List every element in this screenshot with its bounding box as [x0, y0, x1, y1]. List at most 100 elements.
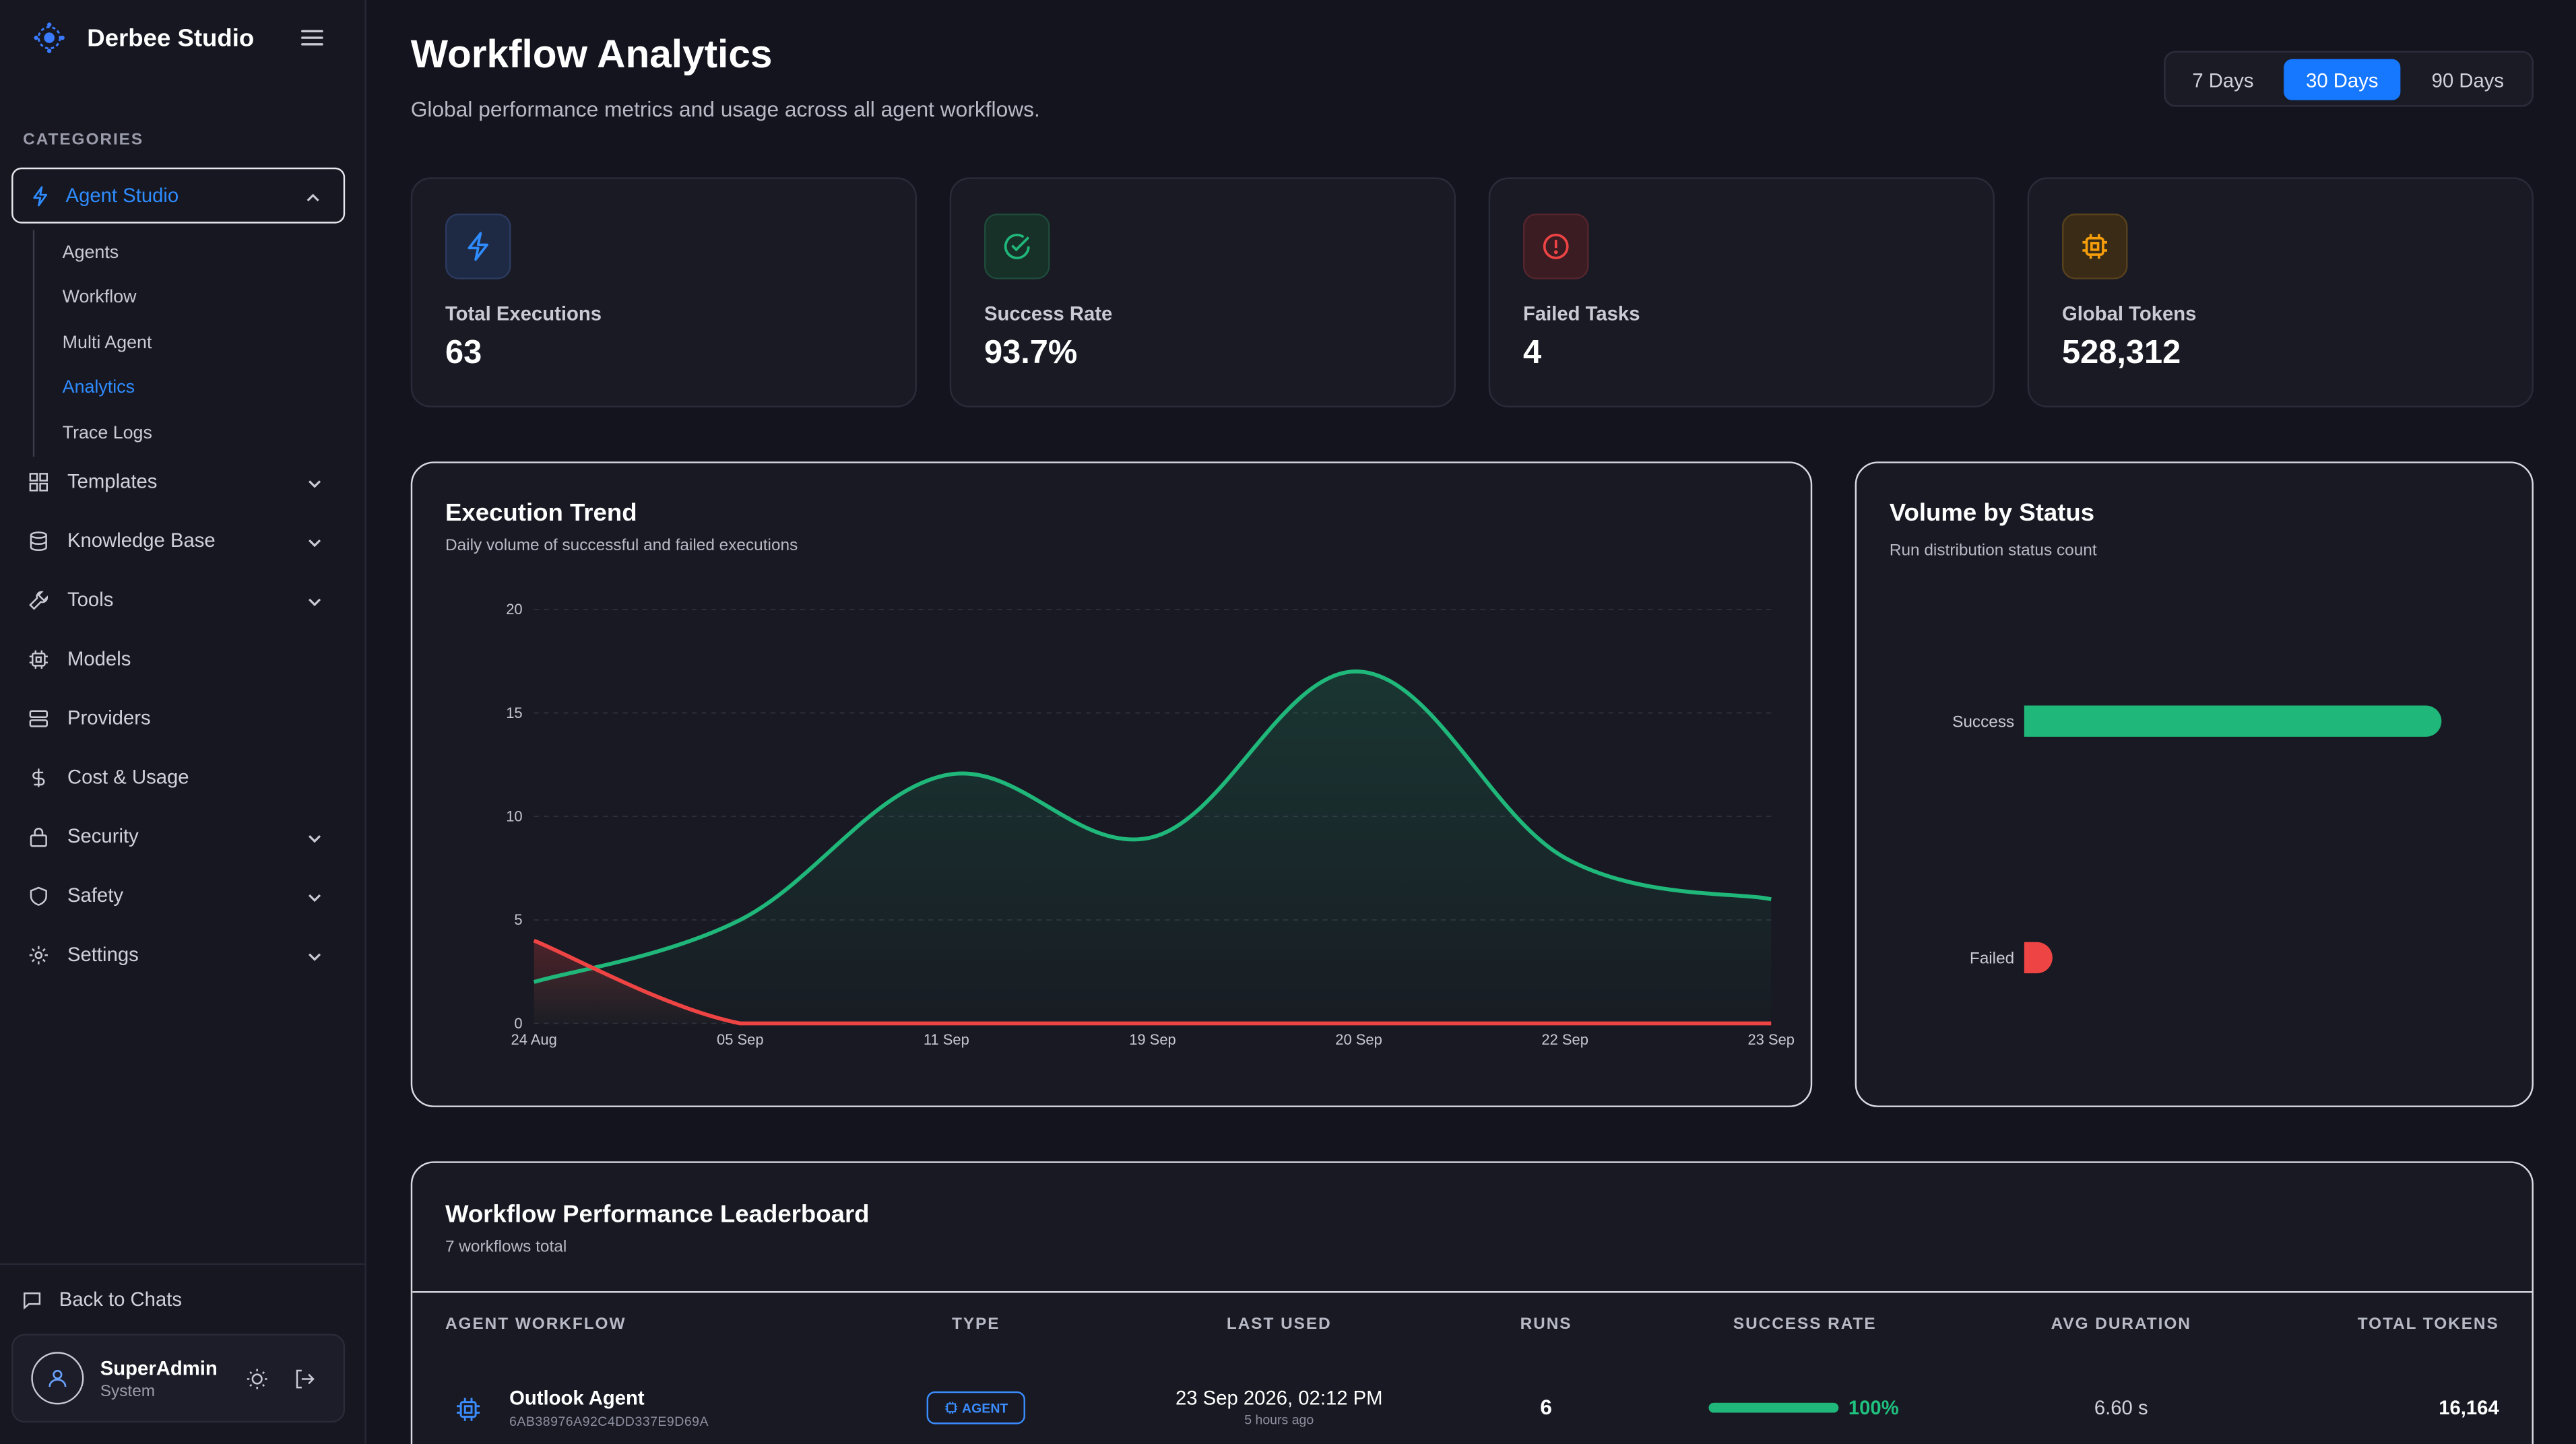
- sidebar-item-templates[interactable]: Templates: [11, 458, 345, 504]
- execution-trend-chart: 0 5 10 15 20 24 Aug 05 Sep 11 Sep 19 Sep 20 Sep 22…: [506, 601, 1795, 1048]
- sidebar-item-settings[interactable]: Settings: [11, 931, 345, 977]
- y-tick-label: 0: [514, 1015, 522, 1032]
- x-tick-label: 20 Sep: [1335, 1031, 1382, 1048]
- stat-value: 63: [445, 335, 482, 372]
- subnav-item-trace-logs[interactable]: Trace Logs: [62, 423, 152, 443]
- stat-card-failed-tasks: Failed Tasks 4: [1488, 177, 1995, 407]
- page-subtitle: Global performance metrics and usage acr…: [410, 96, 1040, 122]
- x-tick-label: 05 Sep: [717, 1031, 764, 1048]
- y-tick-label: 20: [506, 601, 522, 618]
- x-tick-label: 22 Sep: [1541, 1031, 1588, 1048]
- series-line-success: [533, 669, 1772, 984]
- leaderboard-title: Workflow Performance Leaderboard: [445, 1200, 870, 1229]
- range-7-days-button[interactable]: 7 Days: [2192, 68, 2254, 92]
- chevron-down-icon: [304, 887, 325, 909]
- shield-icon: [28, 884, 49, 906]
- avg-duration: 6.60 s: [2094, 1396, 2148, 1420]
- last-used-relative: 5 hours ago: [1244, 1412, 1314, 1428]
- sidebar-item-label: Settings: [67, 942, 139, 966]
- stat-label: Success Rate: [984, 302, 1113, 325]
- y-tick-label: 15: [506, 704, 522, 721]
- lock-icon: [28, 826, 49, 847]
- leaderboard-panel: Workflow Performance Leaderboard 7 workf…: [410, 1161, 2534, 1444]
- brand[interactable]: Derbee Studio: [31, 20, 254, 56]
- chevron-down-icon: [304, 828, 325, 849]
- date-range-selector: 7 Days 30 Days 90 Days: [2164, 51, 2534, 107]
- series-line-failed: [533, 938, 1772, 1026]
- chip-icon: [28, 648, 49, 669]
- subnav-item-analytics[interactable]: Analytics: [62, 378, 135, 398]
- avatar[interactable]: [31, 1352, 84, 1405]
- col-header-avg-duration[interactable]: AVG DURATION: [2051, 1315, 2191, 1334]
- page-title: Workflow Analytics: [410, 32, 773, 77]
- runs-count: 6: [1540, 1394, 1552, 1420]
- sidebar-item-security[interactable]: Security: [11, 813, 345, 859]
- chat-icon: [22, 1288, 43, 1310]
- subnav-item-workflow[interactable]: Workflow: [62, 288, 137, 308]
- panel-title: Execution Trend: [445, 499, 637, 527]
- back-to-chats-link[interactable]: Back to Chats: [22, 1284, 182, 1314]
- logout-button[interactable]: [292, 1367, 317, 1391]
- sidebar-item-tools[interactable]: Tools: [11, 577, 345, 622]
- chevron-down-icon: [304, 946, 325, 968]
- col-header-total-tokens[interactable]: TOTAL TOKENS: [2357, 1315, 2499, 1334]
- grid-icon: [28, 471, 49, 492]
- chevron-up-icon: [302, 187, 324, 209]
- stat-value: 93.7%: [984, 335, 1078, 372]
- sidebar-item-label: Templates: [67, 469, 158, 493]
- nav-group-label: Agent Studio: [65, 184, 179, 207]
- volume-by-status-panel: Volume by Status Run distribution status…: [1855, 461, 2534, 1107]
- check-circle-icon: [984, 214, 1050, 280]
- nav-group-agent-studio[interactable]: Agent Studio: [11, 167, 346, 224]
- sidebar-item-label: Tools: [67, 588, 114, 612]
- col-header-runs[interactable]: RUNS: [1520, 1315, 1572, 1334]
- wrench-icon: [28, 589, 49, 610]
- chip-icon: [2061, 214, 2128, 280]
- bar-success: [2024, 705, 2442, 737]
- x-tick-label: 23 Sep: [1747, 1031, 1795, 1048]
- bar-label-success: Success: [1952, 713, 2014, 731]
- sidebar-item-providers[interactable]: Providers: [11, 695, 345, 741]
- execution-trend-panel: Execution Trend Daily volume of successf…: [410, 461, 1813, 1107]
- stat-value: 4: [1522, 335, 1542, 372]
- workflow-id: 6AB38976A92C4DD337E9D69A: [509, 1414, 709, 1429]
- sidebar-item-label: Models: [67, 647, 131, 671]
- sidebar-footer-divider: [0, 1263, 366, 1266]
- leaderboard-subtitle: 7 workflows total: [445, 1239, 567, 1257]
- leaderboard-divider: [412, 1291, 2532, 1293]
- sidebar-item-cost-usage[interactable]: Cost & Usage: [11, 754, 345, 800]
- sun-icon: [247, 1369, 267, 1389]
- sidebar: Derbee Studio CATEGORIES Agent Studio Ag…: [0, 0, 366, 1444]
- menu-toggle-button[interactable]: [297, 23, 327, 53]
- theme-toggle-button[interactable]: [245, 1367, 269, 1391]
- success-rate-text: 100%: [1848, 1396, 1899, 1420]
- sidebar-item-safety[interactable]: Safety: [11, 872, 345, 918]
- sidebar-item-label: Security: [67, 824, 139, 848]
- col-header-agent-workflow[interactable]: AGENT WORKFLOW: [445, 1315, 626, 1334]
- col-header-last-used[interactable]: LAST USED: [1226, 1315, 1332, 1334]
- last-used: 23 Sep 2026, 02:12 PM: [1175, 1386, 1383, 1410]
- user-name: SuperAdmin: [100, 1356, 218, 1380]
- x-tick-label: 11 Sep: [924, 1031, 969, 1048]
- col-header-type[interactable]: TYPE: [951, 1315, 1000, 1334]
- stat-card-global-tokens: Global Tokens 528,312: [2027, 177, 2534, 407]
- chevron-down-icon: [304, 473, 325, 494]
- user-card: SuperAdmin System: [11, 1334, 346, 1423]
- type-badge: AGENT: [926, 1391, 1025, 1424]
- col-header-success-rate[interactable]: SUCCESS RATE: [1733, 1315, 1877, 1334]
- stat-card-total-executions: Total Executions 63: [410, 177, 917, 407]
- success-rate-bar: [1708, 1402, 1839, 1413]
- workflow-name[interactable]: Outlook Agent: [509, 1386, 645, 1410]
- range-90-days-button[interactable]: 90 Days: [2431, 68, 2505, 92]
- total-tokens: 16,164: [2439, 1396, 2499, 1420]
- subnav-item-multi-agent[interactable]: Multi Agent: [62, 333, 152, 353]
- subnav-item-agents[interactable]: Agents: [62, 242, 119, 263]
- panel-subtitle: Run distribution status count: [1889, 542, 2097, 560]
- sidebar-item-models[interactable]: Models: [11, 636, 345, 682]
- database-icon: [28, 530, 49, 552]
- volume-by-status-chart: Success Failed: [1952, 705, 2442, 974]
- sidebar-item-knowledge-base[interactable]: Knowledge Base: [11, 517, 345, 563]
- range-30-days-button[interactable]: 30 Days: [2284, 59, 2401, 100]
- x-tick-label: 24 Aug: [511, 1031, 557, 1048]
- type-badge-label: AGENT: [962, 1400, 1008, 1416]
